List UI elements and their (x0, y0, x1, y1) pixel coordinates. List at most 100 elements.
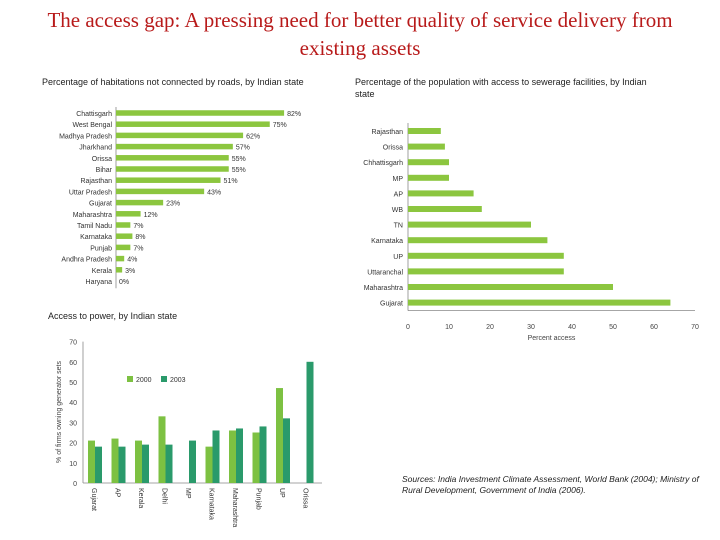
roads-bar (116, 255, 125, 262)
sewerage-bar (408, 284, 613, 290)
sewerage-x-tick: 50 (609, 324, 617, 331)
roads-value-label: 55% (232, 156, 246, 163)
roads-category-label: Karnataka (80, 234, 112, 241)
roads-category-label: Bihar (96, 167, 113, 174)
sewerage-category-label: Gujarat (380, 301, 403, 308)
sewerage-bar (408, 237, 548, 244)
roads-bar (116, 211, 141, 217)
sewerage-x-tick: 10 (445, 324, 453, 331)
power-category-label: Karnataka (208, 488, 215, 520)
power-y-tick: 20 (69, 441, 77, 448)
sewerage-category-label: Orissa (383, 145, 403, 152)
roads-value-label: 12% (144, 212, 158, 219)
roads-category-label: Chattisgarh (76, 111, 112, 118)
sewerage-bar (408, 221, 531, 228)
roads-value-label: 82% (287, 111, 301, 118)
sewerage-category-label: UP (393, 254, 403, 261)
roads-value-label: 0% (119, 279, 129, 286)
sewerage-x-tick: 60 (650, 324, 658, 331)
power-category-label: UP (278, 488, 285, 498)
roads-category-label: Uttar Pradesh (69, 189, 112, 196)
sewerage-x-tick: 20 (486, 324, 494, 331)
sewerage-bar (408, 159, 449, 166)
roads-value-label: 43% (207, 189, 221, 196)
roads-bar (116, 155, 229, 161)
sewerage-chart-title: Percentage of the population with access… (355, 77, 647, 99)
power-bar-2000 (135, 440, 142, 483)
sewerage-x-tick: 0 (406, 324, 410, 331)
roads-bar (116, 188, 205, 195)
sewerage-x-label: Percent access (528, 335, 576, 342)
sewerage-category-label: Maharashtra (364, 285, 403, 292)
roads-value-label: 8% (135, 234, 145, 241)
power-bar-2003 (306, 361, 314, 483)
sewerage-category-label: Uttaranchal (367, 269, 403, 276)
roads-value-label: 3% (125, 268, 135, 275)
power-y-tick: 50 (69, 380, 77, 387)
power-bar-2000 (229, 430, 236, 483)
power-y-tick: 60 (69, 360, 77, 367)
sewerage-bar (408, 143, 445, 150)
sewerage-bar (408, 206, 482, 212)
sewerage-category-label: Rajasthan (371, 129, 403, 136)
roads-chart-title: Percentage of habitations not connected … (42, 77, 304, 87)
roads-category-label: Madhya Pradesh (59, 133, 112, 140)
roads-bar (116, 132, 244, 139)
sewerage-x-tick: 70 (691, 324, 699, 331)
power-category-label: Maharashtra (231, 488, 238, 527)
sewerage-bar (408, 268, 564, 275)
roads-bar (116, 233, 133, 239)
roads-bar (116, 143, 233, 150)
power-bar-2000 (88, 440, 95, 483)
roads-value-label: 7% (133, 223, 143, 230)
roads-bar (116, 177, 221, 183)
roads-category-label: Rajasthan (80, 178, 112, 185)
power-category-label: Gujarat (90, 488, 97, 511)
roads-bar (116, 244, 131, 251)
power-legend-swatch (161, 376, 167, 382)
roads-category-label: Kerala (92, 268, 112, 275)
sewerage-category-label: MP (393, 176, 404, 183)
power-bar-2003 (142, 444, 149, 483)
sewerage-category-label: Karnataka (371, 238, 403, 245)
power-bar-2000 (158, 416, 166, 483)
power-y-tick: 0 (73, 481, 77, 488)
roads-value-label: 57% (236, 145, 250, 152)
sources-note: Sources: India Investment Climate Assess… (402, 474, 699, 495)
power-legend-label: 2003 (170, 377, 186, 384)
roads-value-label: 51% (224, 178, 238, 185)
sewerage-x-tick: 30 (527, 324, 535, 331)
roads-value-label: 55% (232, 167, 246, 174)
roads-value-label: 75% (273, 122, 287, 129)
power-category-label: Delhi (161, 488, 168, 504)
roads-value-label: 7% (133, 245, 143, 252)
sewerage-category-label: Chhattisgarh (363, 160, 403, 167)
power-y-tick: 40 (69, 400, 77, 407)
roads-value-label: 62% (246, 133, 260, 140)
power-y-tick: 30 (69, 420, 77, 427)
power-category-label: Kerala (137, 488, 144, 508)
power-bar-2003 (165, 444, 173, 483)
power-bar-2003 (118, 446, 126, 483)
sewerage-bar (408, 299, 671, 306)
roads-bar (116, 199, 164, 206)
roads-category-label: Andhra Pradesh (61, 257, 112, 264)
power-bar-2003 (259, 426, 267, 483)
roads-bar (116, 267, 123, 273)
sewerage-category-label: AP (394, 191, 404, 198)
sewerage-bar (408, 128, 441, 134)
sewerage-bar (408, 174, 449, 181)
power-y-label: % of firms owning generator sets (56, 361, 63, 463)
roads-bar (116, 166, 229, 172)
power-legend-swatch (127, 376, 133, 382)
roads-value-label: 23% (166, 201, 180, 208)
roads-category-label: Punjab (90, 245, 112, 252)
power-category-label: AP (114, 488, 121, 498)
power-category-label: Orissa (302, 488, 309, 508)
power-bar-2003 (212, 430, 220, 483)
sewerage-category-label: TN (394, 223, 403, 230)
power-legend-label: 2000 (136, 377, 152, 384)
power-category-label: MP (184, 488, 191, 499)
power-y-tick: 10 (69, 461, 77, 468)
